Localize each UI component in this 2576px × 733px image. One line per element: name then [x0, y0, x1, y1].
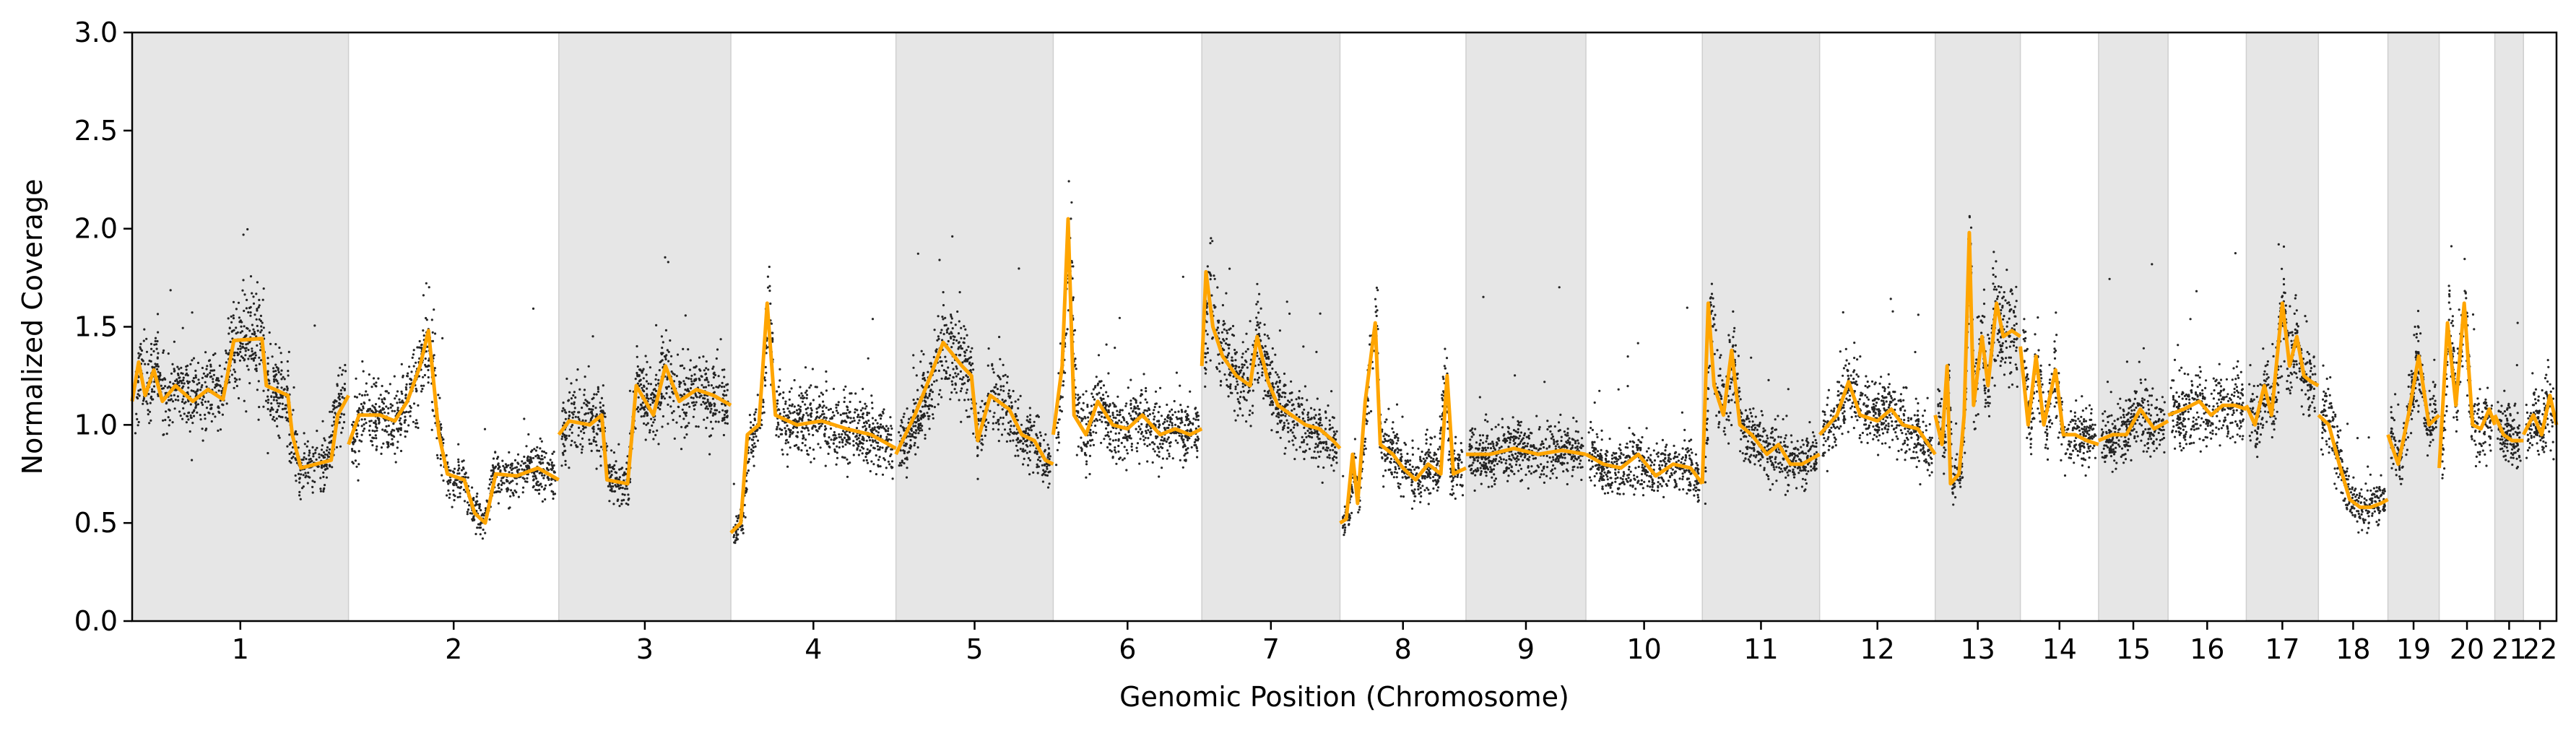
x-tick-label-chr20: 20	[2450, 633, 2484, 665]
x-tick-label-chr10: 10	[1626, 633, 1661, 665]
segment-lines	[130, 217, 2559, 534]
segment-line-chr6	[1051, 217, 1203, 437]
x-tick-label-chr3: 3	[636, 633, 654, 665]
y-axis-title: Normalized Coverage	[17, 179, 48, 475]
x-axis-title: Genomic Position (Chromosome)	[1119, 681, 1569, 713]
x-tick-label-chr13: 13	[1960, 633, 1995, 665]
x-tick-label-chr18: 18	[2336, 633, 2370, 665]
segment-line-chr19	[2386, 354, 2441, 467]
y-axis: 0.0 0.5 1.0 1.5 2.0 2.5 3.0	[74, 17, 132, 637]
segment-line-chr13	[1933, 230, 2022, 486]
segment-line-chr7	[1200, 269, 1342, 450]
chromosome-band-3	[558, 32, 732, 622]
y-tick-label: 3.0	[74, 17, 118, 48]
x-tick-label-chr19: 19	[2396, 633, 2431, 665]
x-tick-label-chr16: 16	[2190, 633, 2224, 665]
x-tick-label-chr22: 22	[2523, 633, 2557, 665]
segment-line-chr1	[130, 337, 350, 470]
segment-line-chr11	[1700, 301, 1821, 484]
x-tick-label-chr1: 1	[232, 633, 249, 665]
segment-line-chr9	[1466, 446, 1587, 456]
segment-line-chr22	[2522, 394, 2559, 437]
x-tick-label-chr7: 7	[1262, 633, 1280, 665]
segment-line-chr14	[2018, 346, 2099, 446]
segment-line-chr17	[2245, 301, 2320, 427]
chromosome-band-5	[895, 32, 1054, 622]
y-tick-label: 2.0	[74, 213, 118, 245]
segment-line-chr8	[1339, 321, 1467, 525]
chromosome-band-7	[1201, 32, 1341, 622]
y-tick-label: 1.0	[74, 409, 118, 441]
x-tick-label-chr8: 8	[1395, 633, 1412, 665]
y-tick-label: 0.0	[74, 605, 118, 637]
chromosome-band-9	[1465, 32, 1587, 622]
y-tick-label: 1.5	[74, 311, 118, 343]
x-tick-label-chr11: 11	[1743, 633, 1778, 665]
y-tick-label: 0.5	[74, 507, 118, 539]
x-tick-label-chr5: 5	[966, 633, 983, 665]
segment-line-chr2	[347, 329, 560, 525]
segment-line-chr12	[1818, 380, 1937, 456]
segment-line-chr16	[2167, 399, 2247, 417]
x-tick-label-chr6: 6	[1119, 633, 1136, 665]
chromosome-band-11	[1701, 32, 1821, 622]
segment-line-chr21	[2493, 414, 2524, 443]
x-tick-label-chr21: 21	[2492, 633, 2526, 665]
x-tick-label-chr15: 15	[2116, 633, 2151, 665]
x-tick-label-chr14: 14	[2042, 633, 2077, 665]
segment-line-chr18	[2317, 413, 2389, 509]
x-tick-label-chr4: 4	[805, 633, 822, 665]
segment-line-chr20	[2437, 301, 2497, 469]
y-tick-label: 2.5	[74, 115, 118, 147]
chromosome-band-15	[2098, 32, 2169, 622]
x-tick-label-chr2: 2	[445, 633, 462, 665]
x-tick-label-chr17: 17	[2265, 633, 2299, 665]
x-tick-label-chr9: 9	[1517, 633, 1535, 665]
coverage-point-cloud	[134, 180, 2555, 545]
segment-line-chr5	[894, 340, 1054, 466]
segment-line-chr10	[1584, 452, 1704, 485]
segment-line-chr15	[2097, 407, 2169, 443]
segment-line-chr3	[557, 364, 732, 486]
chromosome-band-19	[2387, 32, 2440, 622]
chromosome-band-21	[2494, 32, 2525, 622]
coverage-points	[134, 180, 2555, 545]
segment-line-chr4	[729, 301, 897, 534]
x-tick-label-chr12: 12	[1860, 633, 1894, 665]
shaded-bands	[131, 32, 2525, 622]
